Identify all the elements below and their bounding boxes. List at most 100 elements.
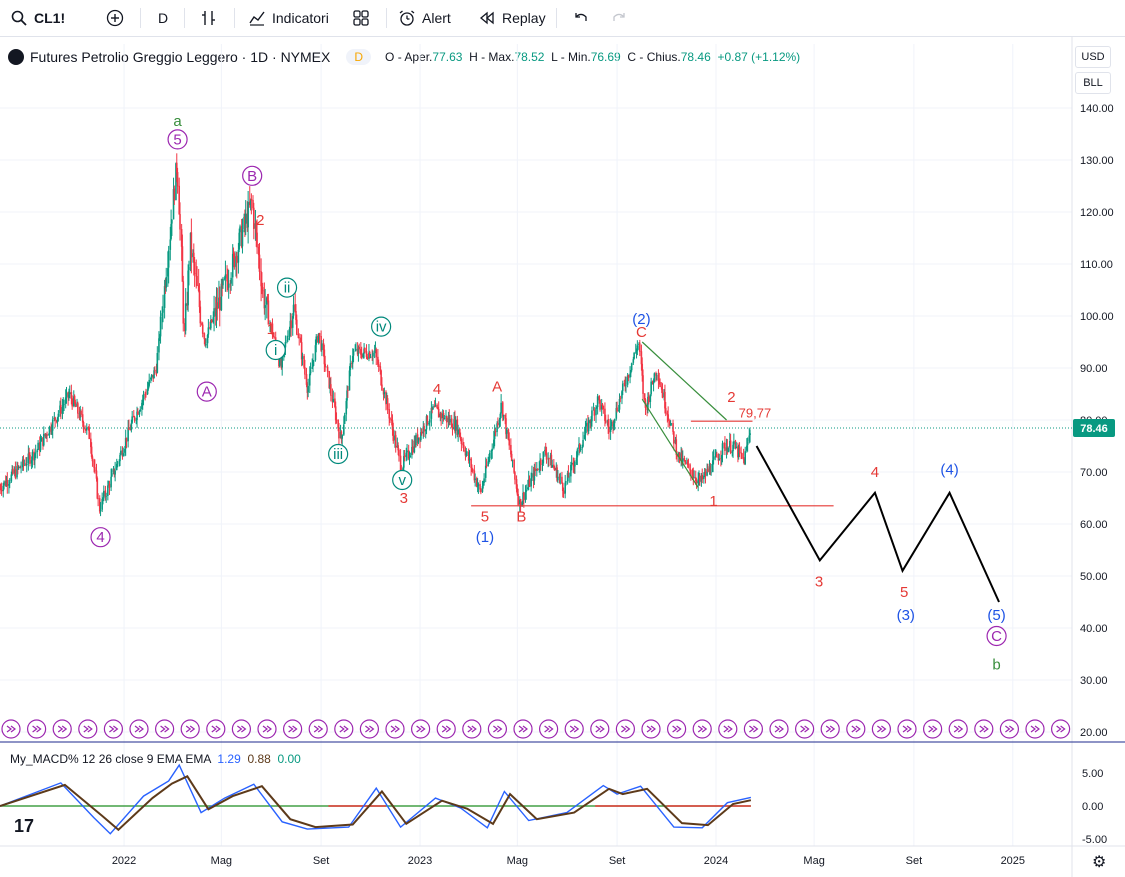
event-arrow-icon (1056, 725, 1066, 733)
low-label: L - Min. (551, 50, 591, 64)
interval-label: D (158, 10, 169, 26)
wave-circle (276, 277, 298, 298)
redo-button[interactable] (610, 0, 628, 36)
data-status-badge[interactable]: D (346, 49, 372, 65)
chart-legend: Futures Petrolio Greggio Leggero · 1D · … (8, 46, 800, 68)
event-arrow-icon (134, 725, 144, 733)
indicators-label: Indicatori (272, 10, 329, 26)
event-arrow-icon (723, 725, 733, 733)
event-arrow-icon (979, 725, 989, 733)
macd-value: 1.29 (217, 752, 241, 766)
event-arrow-icon (83, 725, 93, 733)
wave-label: 3 (400, 490, 408, 507)
wave-label: (2) (632, 311, 650, 328)
price-tick-label: 140.00 (1080, 103, 1114, 115)
currency-button[interactable]: USD (1075, 46, 1111, 68)
event-arrow-icon (185, 725, 196, 733)
wave-label: iii (333, 446, 343, 463)
indicators-button[interactable]: Indicatori (248, 0, 329, 36)
unit-button[interactable]: BLL (1075, 72, 1111, 94)
toolbar-divider (184, 8, 185, 28)
compare-button[interactable] (106, 0, 124, 36)
macd-series-macd (0, 763, 752, 835)
event-arrow-icon (313, 725, 324, 733)
wave-label: C (636, 324, 647, 341)
event-arrow-icon (57, 725, 68, 733)
interval-button[interactable]: D (158, 0, 168, 36)
wave-circle (90, 527, 111, 548)
event-arrow-icon (877, 725, 887, 733)
macd-tick-label: 0.00 (1082, 801, 1103, 813)
tradingview-logo[interactable]: 17 (14, 816, 35, 836)
wave-label: C (991, 628, 1002, 645)
event-arrow-icon (569, 725, 580, 733)
gear-icon[interactable]: ⚙ (1092, 854, 1107, 871)
trend-line[interactable] (641, 341, 727, 421)
time-tick-label: Set (313, 855, 330, 867)
event-arrow-icon (825, 725, 836, 733)
chart-type-button[interactable] (200, 0, 218, 36)
event-arrow-icon (109, 725, 119, 733)
price-tick-label: 120.00 (1080, 207, 1114, 219)
event-arrow-icon (467, 725, 477, 733)
wave-label: B (516, 508, 526, 525)
chart-canvas[interactable]: 140.00130.00120.00110.00100.0090.0080.00… (0, 36, 1125, 877)
event-arrow-icon (339, 725, 349, 733)
rewind-icon (479, 11, 494, 25)
event-arrow-icon (800, 725, 810, 733)
replay-button[interactable]: Replay (478, 0, 546, 36)
event-arrow-icon (262, 725, 272, 733)
wave-label: B (247, 168, 257, 185)
event-arrow-icon (288, 725, 298, 733)
macd-series-signal (0, 775, 752, 832)
wave-label: (1) (476, 529, 494, 546)
time-tick-label: Set (609, 855, 626, 867)
trend-line[interactable] (641, 398, 699, 488)
plus-circle-icon (106, 9, 124, 27)
macd-name: My_MACD% 12 26 close 9 EMA EMA (10, 752, 211, 766)
wave-label: i (274, 342, 277, 359)
alarm-clock-icon (399, 10, 415, 26)
high-label: H - Max. (469, 50, 515, 64)
wave-circle (167, 129, 188, 150)
wave-circle (986, 625, 1007, 647)
symbol-search[interactable]: CL1! (10, 0, 65, 36)
event-arrow-icon (774, 725, 784, 733)
time-tick-label: 2023 (408, 855, 432, 867)
time-tick-label: 2024 (704, 855, 728, 867)
top-toolbar: CL1! D Indicatori Alert Replay (0, 0, 1125, 37)
wave-circle (196, 381, 217, 402)
event-arrow-icon (902, 725, 912, 733)
event-arrow-icon (928, 725, 938, 733)
undo-button[interactable] (572, 0, 590, 36)
alert-button[interactable]: Alert (398, 0, 451, 36)
event-arrow-icon (595, 725, 605, 733)
layouts-button[interactable] (352, 0, 370, 36)
time-tick-label: 2022 (112, 855, 136, 867)
open-label: O - Aper. (385, 50, 433, 64)
event-arrow-icon (1005, 725, 1015, 733)
wave-circle (392, 469, 413, 491)
price-tick-label: 40.00 (1080, 623, 1108, 635)
toolbar-divider (386, 8, 387, 28)
event-arrow-icon (621, 725, 631, 733)
wave-label: 4 (433, 381, 441, 398)
time-tick-label: Mag (803, 855, 824, 867)
wave-circle (328, 443, 349, 465)
projection-path[interactable] (755, 445, 1000, 603)
wave-label: (5) (987, 607, 1005, 624)
toolbar-divider (556, 8, 557, 28)
replay-label: Replay (502, 10, 546, 26)
wave-label: 5 (173, 131, 181, 148)
wave-label: 2 (727, 389, 735, 406)
wave-label: 1 (709, 493, 717, 510)
macd-tick-label: 5.00 (1082, 768, 1103, 780)
time-tick-label: Set (906, 855, 923, 867)
change-value: +0.87 (+1.12%) (717, 50, 801, 64)
alert-label: Alert (422, 10, 451, 26)
wave-label: 4 (871, 464, 879, 481)
event-arrow-icon (672, 725, 682, 733)
high-value: 78.52 (514, 50, 545, 64)
redo-icon (613, 13, 625, 21)
time-tick-label: Mag (507, 855, 528, 867)
